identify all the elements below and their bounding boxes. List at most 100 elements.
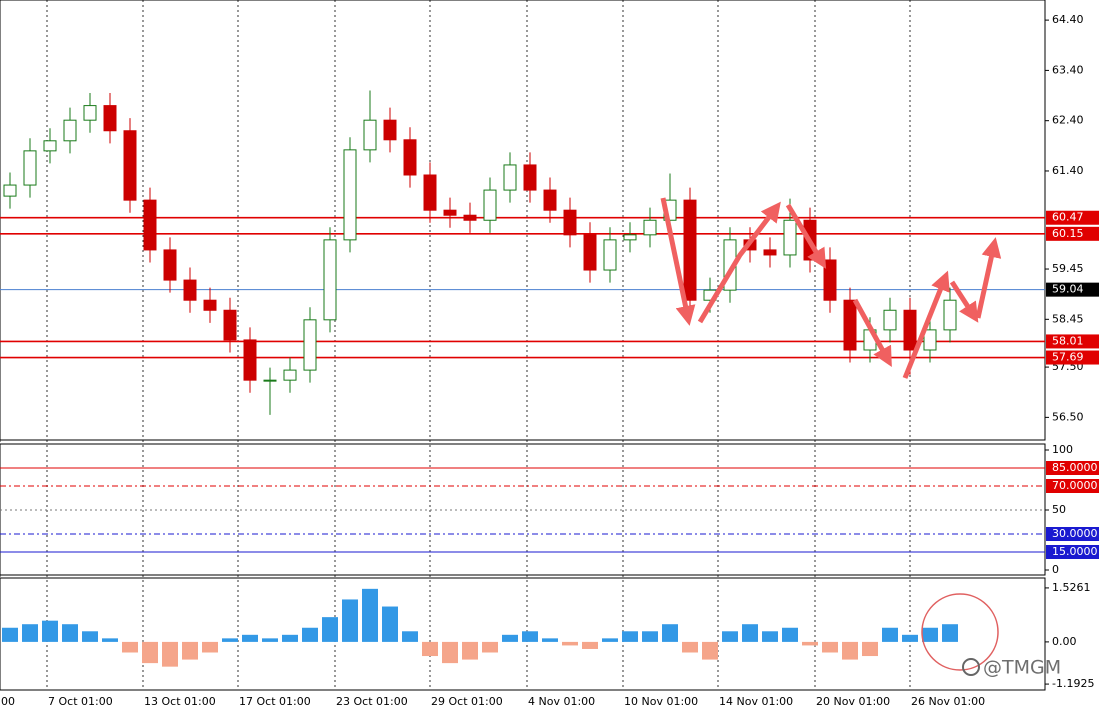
- candle-body: [643, 219, 657, 236]
- level-label: 60.15: [1052, 227, 1084, 240]
- candle-body: [843, 299, 857, 351]
- x-tick-label: 23 Oct 01:00: [336, 695, 408, 708]
- y-tick-label: 63.40: [1052, 63, 1084, 76]
- histogram-bar: [942, 624, 958, 642]
- y-tick-label: 62.40: [1052, 114, 1084, 127]
- level-label-box: [1046, 545, 1099, 559]
- histogram-bar: [142, 641, 158, 664]
- level-label-box: [1046, 527, 1099, 541]
- x-tick-label: 29 Oct 01:00: [431, 695, 503, 708]
- level-label: 59.04: [1052, 283, 1084, 296]
- histogram-bar: [902, 634, 918, 642]
- level-label: 15.0000: [1052, 545, 1098, 558]
- histogram-bar: [542, 638, 558, 642]
- x-tick-label: 14 Nov 01:00: [719, 695, 793, 708]
- histogram-bar: [22, 624, 38, 642]
- histogram-bar: [442, 641, 458, 664]
- candle-body: [583, 234, 597, 271]
- histogram-bar: [362, 588, 378, 642]
- candle-body: [283, 369, 297, 381]
- annotation-arrows: [660, 197, 1002, 379]
- candle-body: [543, 189, 557, 211]
- candle-body: [343, 149, 357, 241]
- arrow: [660, 197, 696, 326]
- candle-body: [403, 139, 417, 176]
- candle-body: [923, 329, 937, 351]
- y-tick-label: 59.45: [1052, 262, 1084, 275]
- level-label-box: [1046, 282, 1099, 297]
- candle-body: [503, 164, 517, 191]
- candle-body: [143, 199, 157, 251]
- watermark: @TMGM: [983, 657, 1061, 679]
- level-label-box: [1046, 350, 1099, 365]
- histogram-bar: [782, 627, 798, 642]
- arrow: [785, 203, 827, 269]
- candle-body: [823, 259, 837, 301]
- histogram-bar: [862, 641, 878, 657]
- x-tick-label: 10 Nov 01:00: [624, 695, 698, 708]
- histogram-bar: [742, 624, 758, 642]
- candle-body: [763, 249, 777, 256]
- level-label-box: [1046, 334, 1099, 349]
- candle-body: [523, 164, 537, 191]
- x-tick-label: 4 Nov 01:00: [528, 695, 595, 708]
- level-label: 57.69: [1052, 351, 1084, 364]
- level-label: 58.01: [1052, 334, 1084, 347]
- macd-panel: [0, 577, 1046, 691]
- histogram-bar: [422, 641, 438, 657]
- level-label-box: [1046, 461, 1099, 475]
- histogram-bar: [182, 641, 198, 660]
- x-tick-label: 00: [1, 695, 15, 708]
- candle-body: [263, 379, 277, 382]
- histogram-bar: [922, 627, 938, 642]
- histogram-bar: [62, 624, 78, 642]
- histogram-bar: [102, 638, 118, 642]
- histogram-bar: [242, 634, 258, 642]
- arrow: [949, 280, 979, 323]
- arrow: [852, 298, 892, 368]
- histogram-bar: [762, 631, 778, 642]
- candle-body: [363, 119, 377, 151]
- candle-body: [323, 239, 337, 321]
- candle-body: [383, 119, 397, 141]
- level-label: 30.0000: [1052, 527, 1098, 540]
- histogram-bar: [642, 631, 658, 642]
- candle-body: [443, 209, 457, 216]
- candle-body: [223, 309, 237, 341]
- level-label: 85.0000: [1052, 461, 1098, 474]
- level-label: 70.0000: [1052, 479, 1098, 492]
- y-tick-label: -1.1925: [1052, 677, 1094, 690]
- histogram-bar: [122, 641, 138, 653]
- level-label: 60.47: [1052, 211, 1084, 224]
- histogram-bar: [822, 641, 838, 653]
- histogram-bar: [222, 638, 238, 642]
- histogram-bar: [322, 617, 338, 642]
- histogram-bar: [282, 634, 298, 642]
- candle-body: [423, 174, 437, 211]
- histogram-bar: [622, 631, 638, 642]
- y-tick-label: 1.5261: [1052, 581, 1091, 594]
- x-tick-label: 7 Oct 01:00: [48, 695, 113, 708]
- histogram-bar: [462, 641, 478, 660]
- histogram-bar: [662, 624, 678, 642]
- candle-body: [103, 105, 117, 132]
- histogram-bar: [502, 634, 518, 642]
- x-tick-label: 13 Oct 01:00: [144, 695, 216, 708]
- candle-body: [483, 189, 497, 221]
- histogram-bar: [682, 641, 698, 653]
- y-tick-label: 64.40: [1052, 13, 1084, 26]
- histogram-bar: [342, 599, 358, 642]
- arrow: [697, 201, 781, 324]
- histogram-bar: [42, 620, 58, 642]
- histogram-bar: [842, 641, 858, 660]
- histogram-bar: [302, 627, 318, 642]
- histogram-bar: [382, 606, 398, 642]
- candle-body: [623, 234, 637, 241]
- candle-body: [203, 299, 217, 311]
- y-tick-label: 56.50: [1052, 410, 1084, 423]
- candle-body: [883, 309, 897, 331]
- histogram-bar: [402, 631, 418, 642]
